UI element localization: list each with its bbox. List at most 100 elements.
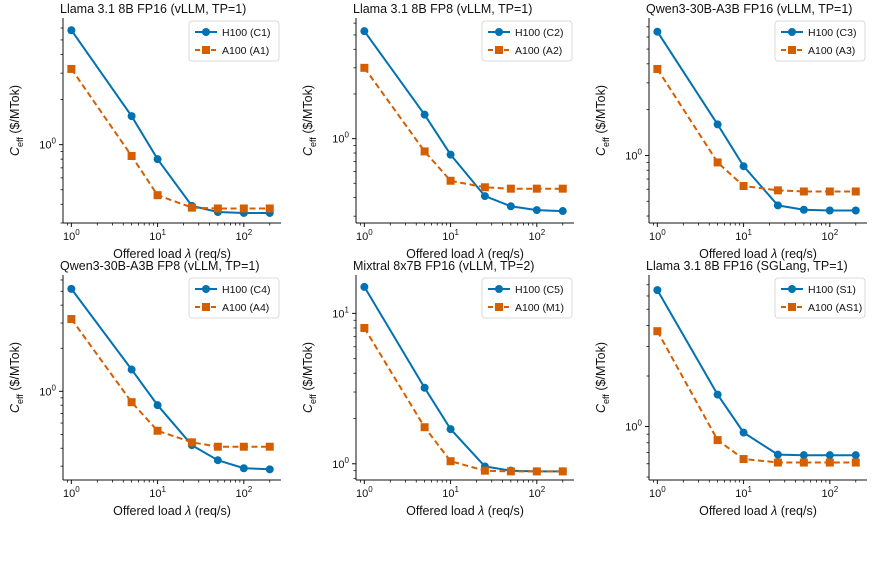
legend-marker: [495, 46, 503, 54]
data-point: [713, 158, 722, 167]
data-point: [825, 187, 834, 196]
series-a100: [360, 63, 567, 193]
data-point: [506, 202, 515, 211]
data-point: [532, 467, 541, 476]
subplot-title: Llama 3.1 8B FP16 (SGLang, TP=1): [646, 259, 848, 273]
x-axis-label: Offered load λ (req/s): [113, 247, 231, 261]
series-line: [656, 68, 856, 193]
legend: H100 (C1) A100 (A1): [188, 20, 280, 62]
subplot-2: Llama 3.1 8B FP8 (vLLM, TP=1) 100 101 102 10…: [301, 2, 574, 261]
data-point: [480, 183, 489, 192]
y-axis-label: Ceff ($/MTok): [8, 85, 25, 156]
legend-marker: [788, 285, 796, 293]
legend-marker: [495, 28, 503, 36]
legend-label: A100 (A4): [222, 302, 269, 314]
subplot-title: Qwen3-30B-A3B FP16 (vLLM, TP=1): [646, 2, 852, 16]
series-h100: [653, 286, 860, 460]
legend: H100 (S1) A100 (AS1): [774, 277, 866, 319]
data-point: [239, 204, 248, 213]
legend-label: A100 (A1): [222, 45, 269, 57]
data-point: [420, 110, 429, 119]
subplot-6: Llama 3.1 8B FP16 (SGLang, TP=1) 100 101 10…: [594, 259, 867, 518]
legend-label: H100 (C4): [222, 284, 270, 296]
x-tick-label: 102: [528, 228, 545, 243]
x-tick-label: 100: [356, 228, 373, 243]
data-point: [739, 428, 748, 437]
data-point: [739, 182, 748, 191]
legend: H100 (C2) A100 (A2): [481, 20, 573, 62]
data-point: [799, 458, 808, 467]
data-point: [127, 151, 136, 160]
data-point: [558, 207, 567, 216]
y-axis-label: Ceff ($/MTok): [594, 85, 611, 156]
data-point: [825, 458, 834, 467]
legend-marker: [495, 303, 503, 311]
data-point: [67, 315, 76, 324]
data-point: [153, 191, 162, 200]
data-point: [653, 327, 662, 336]
y-tick-label: 100: [625, 147, 642, 162]
data-point: [446, 457, 455, 466]
y-axis-label: Ceff ($/MTok): [8, 342, 25, 413]
x-tick-label: 102: [235, 485, 252, 500]
legend: H100 (C3) A100 (A3): [774, 20, 866, 62]
data-point: [825, 451, 834, 460]
series-a100: [67, 315, 274, 451]
y-tick-label: 100: [625, 419, 642, 434]
data-point: [480, 466, 489, 475]
data-point: [851, 451, 860, 460]
data-point: [799, 205, 808, 214]
data-point: [420, 383, 429, 392]
data-point: [360, 282, 369, 291]
subplot-3: Qwen3-30B-A3B FP16 (vLLM, TP=1) 100 101 102…: [594, 2, 867, 261]
legend-marker: [202, 46, 210, 54]
data-point: [213, 204, 222, 213]
x-tick-label: 100: [63, 485, 80, 500]
data-point: [713, 120, 722, 129]
series-a100: [360, 323, 567, 476]
subplot-title: Llama 3.1 8B FP8 (vLLM, TP=1): [353, 2, 532, 16]
x-axis-label: Offered load λ (req/s): [113, 504, 231, 518]
x-axis-label: Offered load λ (req/s): [699, 504, 817, 518]
data-point: [127, 112, 136, 121]
data-point: [653, 286, 662, 295]
y-tick-label: 100: [332, 456, 349, 471]
data-point: [213, 456, 222, 465]
legend-marker: [788, 46, 796, 54]
data-point: [773, 186, 782, 195]
x-tick-label: 102: [821, 228, 838, 243]
series-h100: [653, 27, 860, 215]
series-line: [363, 327, 563, 473]
x-tick-label: 100: [649, 485, 666, 500]
legend-label: H100 (C1): [222, 27, 270, 39]
series-line: [70, 68, 270, 210]
subplot-title: Mixtral 8x7B FP16 (vLLM, TP=2): [353, 259, 534, 273]
series-line: [656, 330, 856, 464]
data-point: [532, 206, 541, 215]
data-point: [67, 64, 76, 73]
subplot-title: Llama 3.1 8B FP16 (vLLM, TP=1): [60, 2, 246, 16]
data-point: [713, 390, 722, 399]
subplot-title: Qwen3-30B-A3B FP8 (vLLM, TP=1): [60, 259, 260, 273]
legend-marker: [788, 303, 796, 311]
legend: H100 (C5) A100 (M1): [481, 277, 573, 319]
y-tick-label: 101: [332, 305, 349, 320]
x-tick-label: 102: [528, 485, 545, 500]
series-line: [70, 318, 270, 448]
x-tick-label: 102: [821, 485, 838, 500]
data-point: [851, 206, 860, 215]
subplot-4: Qwen3-30B-A3B FP8 (vLLM, TP=1) 100 101 102 1…: [8, 259, 281, 518]
data-point: [265, 465, 274, 474]
legend-marker: [788, 28, 796, 36]
data-point: [532, 184, 541, 193]
data-point: [558, 467, 567, 476]
x-tick-label: 101: [735, 485, 752, 500]
data-point: [446, 150, 455, 159]
legend-label: H100 (C2): [515, 27, 563, 39]
legend-marker: [202, 285, 210, 293]
legend-label: A100 (A3): [808, 45, 855, 57]
data-point: [446, 176, 455, 185]
legend-marker: [202, 28, 210, 36]
y-tick-label: 100: [332, 131, 349, 146]
